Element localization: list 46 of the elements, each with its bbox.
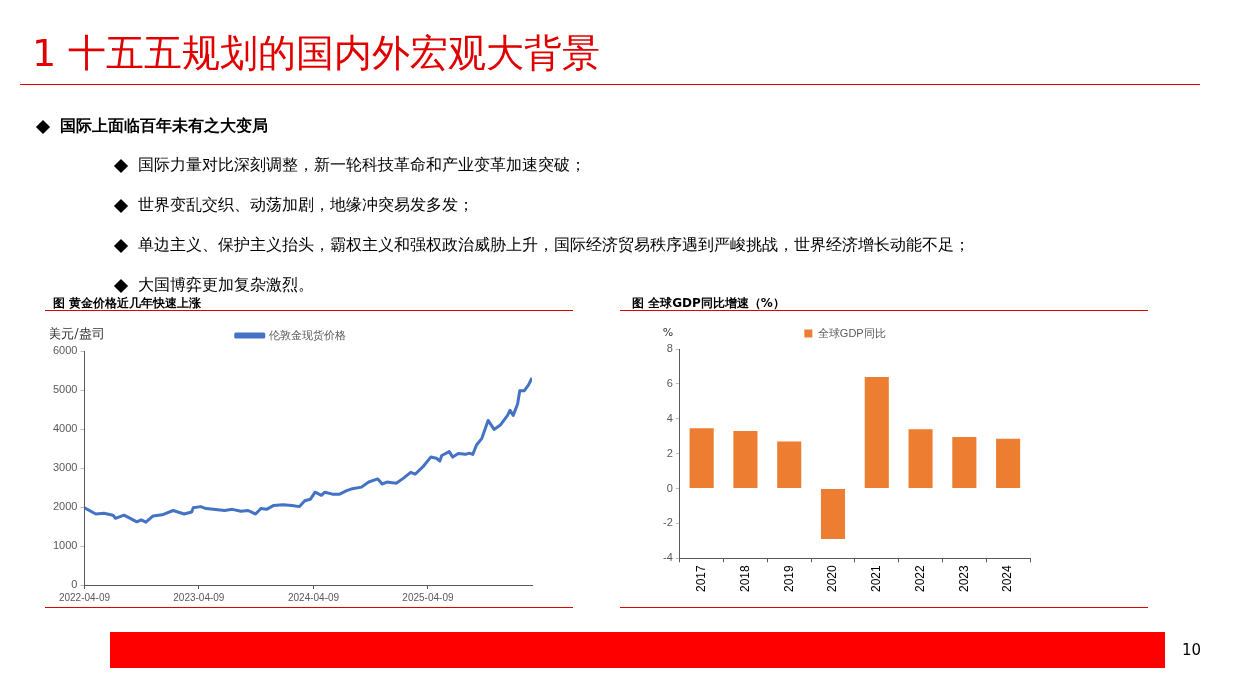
x-tick-label: 2018 (737, 564, 752, 593)
x-tick-label: 2023-04-09 (173, 591, 225, 603)
bar (689, 428, 714, 489)
y-tick-label: 2 (666, 446, 673, 459)
x-tick-label: 2022-04-09 (58, 591, 111, 603)
y-axis-title: % (662, 326, 674, 340)
text: 国际力量对比深刻调整，新一轮科技革命和产业变革加速突破； (138, 155, 586, 176)
text: 世界变乱交织、动荡加剧，地缘冲突易发多发； (138, 195, 474, 216)
x-tick-label: 2019 (781, 564, 796, 593)
bar (908, 429, 933, 489)
y-tick-label: -4 (663, 551, 673, 564)
y-tick-label: -2 (663, 516, 673, 529)
x-tick-label: 2024-04-09 (287, 591, 340, 603)
bar (733, 430, 758, 489)
legend-label: 全球GDP同比 (817, 326, 886, 339)
bar (996, 438, 1021, 489)
chart-title: 图 黄金价格近几年快速上涨 (53, 295, 202, 312)
y-tick-label: 4000 (52, 422, 78, 435)
text: 单边主义、保护主义抬头，霸权主义和强权政治威胁上升，国际经济贸易秩序遇到严峻挑战，世界经济增长动能不足； (138, 235, 970, 256)
y-tick-label: 6000 (52, 344, 78, 357)
bar (777, 441, 802, 489)
bar (952, 437, 977, 489)
y-tick-label: 2000 (52, 500, 78, 513)
text: 大国博弈更加复杂激烈。 (138, 275, 314, 296)
x-tick-label: 2024 (1000, 564, 1015, 593)
bar (820, 489, 846, 540)
y-tick-label: 0 (666, 481, 673, 494)
x-tick-label: 2021 (869, 564, 884, 593)
x-tick-label: 2025-04-09 (402, 591, 454, 603)
x-tick-label: 2023 (956, 564, 971, 593)
legend-label: 伦敦金现货价格 (269, 328, 347, 341)
y-tick-label: 0 (71, 578, 78, 591)
y-tick-label: 3000 (52, 461, 78, 474)
y-tick-label: 8 (666, 342, 673, 355)
chart-title: 图 全球GDP同比增速（%） (632, 295, 785, 312)
bar (864, 376, 889, 489)
text: 10 (1182, 641, 1202, 659)
text: 国际上面临百年未有之大变局 (60, 116, 268, 137)
x-tick-label: 2020 (825, 564, 840, 593)
y-tick-label: 6 (666, 376, 673, 389)
text: 1 十五五规划的国内外宏观大背景 (32, 30, 601, 77)
y-tick-label: 5000 (52, 383, 78, 396)
x-tick-label: 2022 (912, 564, 927, 593)
x-tick-label: 2017 (693, 564, 708, 593)
y-tick-label: 4 (666, 411, 673, 424)
y-tick-label: 1000 (52, 539, 78, 552)
